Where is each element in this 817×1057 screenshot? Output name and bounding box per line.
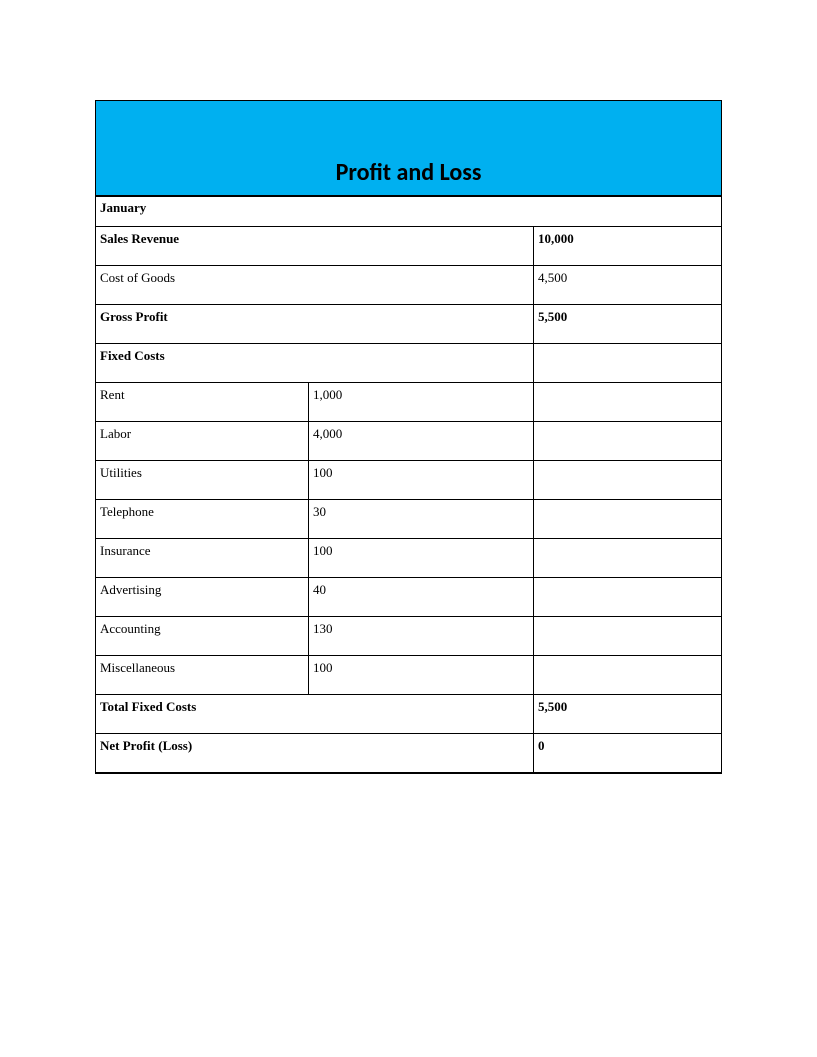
row-label: Telephone (96, 500, 309, 539)
statement-header: Profit and Loss (96, 101, 721, 196)
row-label: Sales Revenue (96, 227, 534, 266)
row-total (534, 539, 722, 578)
row-total (534, 578, 722, 617)
row-total: 4,500 (534, 266, 722, 305)
row-total (534, 422, 722, 461)
total-fixed-costs-row: Total Fixed Costs 5,500 (96, 695, 721, 734)
row-detail: 4,000 (309, 422, 534, 461)
profit-loss-statement: Profit and Loss January Sales Revenue 10… (95, 100, 722, 774)
row-detail: 30 (309, 500, 534, 539)
row-label: Accounting (96, 617, 309, 656)
cost-of-goods-row: Cost of Goods 4,500 (96, 266, 721, 305)
fixed-cost-item-row: Labor4,000 (96, 422, 721, 461)
row-label: Cost of Goods (96, 266, 534, 305)
row-total: 10,000 (534, 227, 722, 266)
row-total: 5,500 (534, 695, 722, 734)
profit-loss-table: January Sales Revenue 10,000 Cost of Goo… (96, 196, 721, 773)
row-label: Miscellaneous (96, 656, 309, 695)
row-label: Net Profit (Loss) (96, 734, 534, 773)
row-total (534, 383, 722, 422)
fixed-cost-item-row: Rent1,000 (96, 383, 721, 422)
row-total (534, 344, 722, 383)
row-detail: 100 (309, 539, 534, 578)
row-detail: 100 (309, 461, 534, 500)
row-label: Labor (96, 422, 309, 461)
fixed-cost-item-row: Accounting130 (96, 617, 721, 656)
row-label: Rent (96, 383, 309, 422)
row-detail: 100 (309, 656, 534, 695)
row-total (534, 617, 722, 656)
row-total: 0 (534, 734, 722, 773)
row-label: Insurance (96, 539, 309, 578)
row-total (534, 656, 722, 695)
sales-revenue-row: Sales Revenue 10,000 (96, 227, 721, 266)
row-label: Fixed Costs (96, 344, 534, 383)
row-total: 5,500 (534, 305, 722, 344)
fixed-cost-item-row: Utilities100 (96, 461, 721, 500)
net-profit-row: Net Profit (Loss) 0 (96, 734, 721, 773)
period-row: January (96, 197, 721, 227)
row-detail: 40 (309, 578, 534, 617)
row-detail: 1,000 (309, 383, 534, 422)
row-total (534, 461, 722, 500)
row-label: Utilities (96, 461, 309, 500)
page-title: Profit and Loss (336, 158, 482, 187)
gross-profit-row: Gross Profit 5,500 (96, 305, 721, 344)
row-label: Total Fixed Costs (96, 695, 534, 734)
period-label: January (96, 197, 721, 227)
row-label: Advertising (96, 578, 309, 617)
fixed-costs-header-row: Fixed Costs (96, 344, 721, 383)
row-label: Gross Profit (96, 305, 534, 344)
fixed-cost-item-row: Advertising40 (96, 578, 721, 617)
fixed-cost-item-row: Telephone30 (96, 500, 721, 539)
row-total (534, 500, 722, 539)
fixed-cost-item-row: Insurance100 (96, 539, 721, 578)
row-detail: 130 (309, 617, 534, 656)
fixed-cost-item-row: Miscellaneous100 (96, 656, 721, 695)
